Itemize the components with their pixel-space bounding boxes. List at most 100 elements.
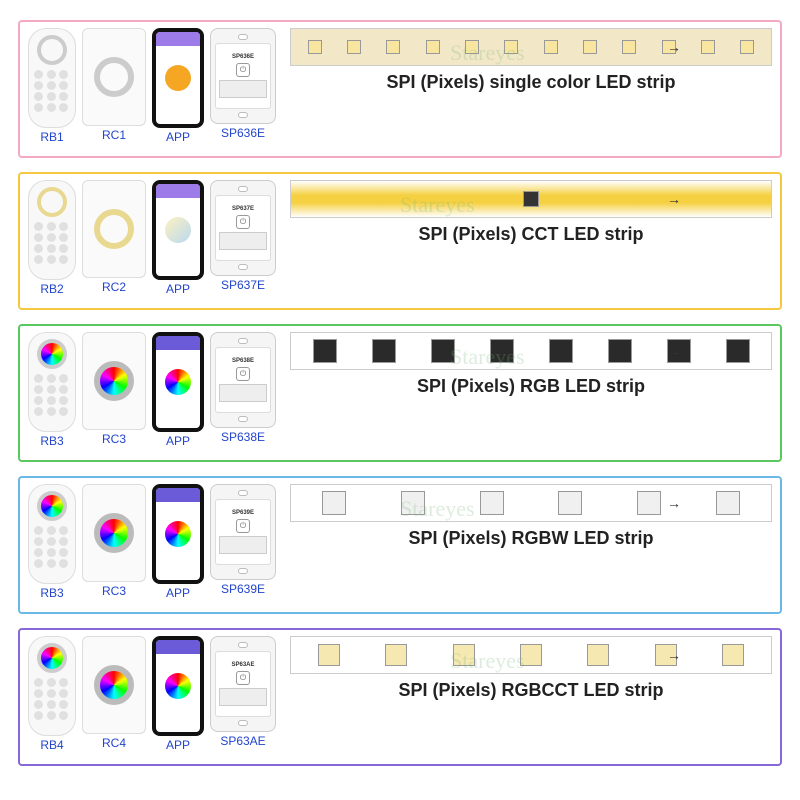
remote-button [59, 255, 68, 264]
remote-button [34, 526, 43, 535]
direction-arrow-icon: → [667, 343, 681, 359]
remote-button [47, 385, 56, 394]
phone-device [152, 332, 204, 432]
wall-panel [82, 484, 146, 582]
remote-buttons [34, 70, 70, 112]
product-row: StareyesRB3RC3APPSP639E⏻SP639E→SPI (Pixe… [18, 476, 782, 614]
led-chip-icon [308, 40, 322, 54]
controller-label: SP63AE [220, 734, 265, 748]
panel-column: RC4 [82, 636, 146, 750]
remote-button [59, 396, 68, 405]
remote-button [59, 548, 68, 557]
phone-screen [156, 32, 200, 124]
remote-button [34, 374, 43, 383]
power-button-icon: ⏻ [236, 63, 250, 77]
remote-button [47, 244, 56, 253]
phone-color-circle [165, 217, 191, 243]
strip-area: → SPI (Pixels) RGB LED strip [290, 332, 772, 397]
direction-arrow-icon: → [667, 647, 681, 663]
phone-color-circle [165, 65, 191, 91]
remote-button [59, 711, 68, 720]
remote-device [28, 332, 76, 432]
remote-label: RB3 [40, 434, 63, 448]
controller-model-text: SP637E [232, 206, 254, 212]
product-row: StareyesRB1RC1APPSP636E⏻SP636E→SPI (Pixe… [18, 20, 782, 158]
panel-wheel [94, 665, 134, 705]
remote-button [47, 689, 56, 698]
led-chip-icon [523, 191, 539, 207]
remote-button [59, 385, 68, 394]
remote-button [59, 103, 68, 112]
phone-device [152, 180, 204, 280]
remote-device [28, 28, 76, 128]
led-chip-icon [701, 40, 715, 54]
remote-button [59, 92, 68, 101]
controller-column: SP638E⏻SP638E [210, 332, 276, 444]
remote-button [59, 374, 68, 383]
mount-hole-icon [238, 34, 248, 40]
remote-button [47, 103, 56, 112]
product-row: StareyesRB2RC2APPSP637E⏻SP637E→SPI (Pixe… [18, 172, 782, 310]
led-chip-icon [520, 644, 542, 666]
led-chip-icon [637, 491, 661, 515]
panel-label: RC2 [102, 280, 126, 294]
remote-column: RB2 [28, 180, 76, 296]
remote-label: RB2 [40, 282, 63, 296]
led-chip-icon [544, 40, 558, 54]
remote-button [34, 244, 43, 253]
led-strip: → [290, 332, 772, 370]
strip-title: SPI (Pixels) RGB LED strip [417, 376, 645, 397]
power-button-icon: ⏻ [236, 671, 250, 685]
led-chip-icon [386, 40, 400, 54]
remote-button [34, 711, 43, 720]
controller-model-text: SP639E [232, 510, 254, 516]
led-chip-icon [622, 40, 636, 54]
led-chip-icon [583, 40, 597, 54]
remote-device [28, 484, 76, 584]
app-column: APP [152, 332, 204, 448]
controller-body: SP636E⏻ [215, 43, 271, 109]
app-column: APP [152, 28, 204, 144]
panel-column: RC1 [82, 28, 146, 142]
power-button-icon: ⏻ [236, 215, 250, 229]
remote-button [34, 233, 43, 242]
remote-button [34, 81, 43, 90]
mount-hole-icon [238, 112, 248, 118]
strip-title: SPI (Pixels) single color LED strip [386, 72, 675, 93]
phone-header [156, 336, 200, 350]
phone-screen [156, 488, 200, 580]
product-row: StareyesRB4RC4APPSP63AE⏻SP63AE→SPI (Pixe… [18, 628, 782, 766]
remote-buttons [34, 678, 70, 720]
remote-button [34, 396, 43, 405]
led-strip: → [290, 28, 772, 66]
controller-model-text: SP63AE [231, 662, 254, 668]
app-column: APP [152, 484, 204, 600]
remote-device [28, 180, 76, 280]
remote-button [47, 92, 56, 101]
remote-label: RB4 [40, 738, 63, 752]
remote-button [47, 70, 56, 79]
app-label: APP [166, 738, 190, 752]
controller-device: SP639E⏻ [210, 484, 276, 580]
controller-info-panel [219, 688, 267, 706]
led-chip-icon [313, 339, 337, 363]
mount-hole-icon [238, 186, 248, 192]
remote-device [28, 636, 76, 736]
remote-wheel [37, 491, 67, 521]
panel-wheel [94, 513, 134, 553]
controller-body: SP639E⏻ [215, 499, 271, 565]
app-column: APP [152, 636, 204, 752]
phone-header [156, 640, 200, 654]
controller-info-panel [219, 384, 267, 402]
led-chip-icon [480, 491, 504, 515]
led-chip-icon [385, 644, 407, 666]
remote-button [59, 526, 68, 535]
remote-column: RB3 [28, 332, 76, 448]
remote-button [47, 678, 56, 687]
app-label: APP [166, 282, 190, 296]
strip-area: →SPI (Pixels) RGBCCT LED strip [290, 636, 772, 701]
controller-column: SP639E⏻SP639E [210, 484, 276, 596]
controller-info-panel [219, 536, 267, 554]
controller-device: SP636E⏻ [210, 28, 276, 124]
controller-label: SP638E [221, 430, 265, 444]
